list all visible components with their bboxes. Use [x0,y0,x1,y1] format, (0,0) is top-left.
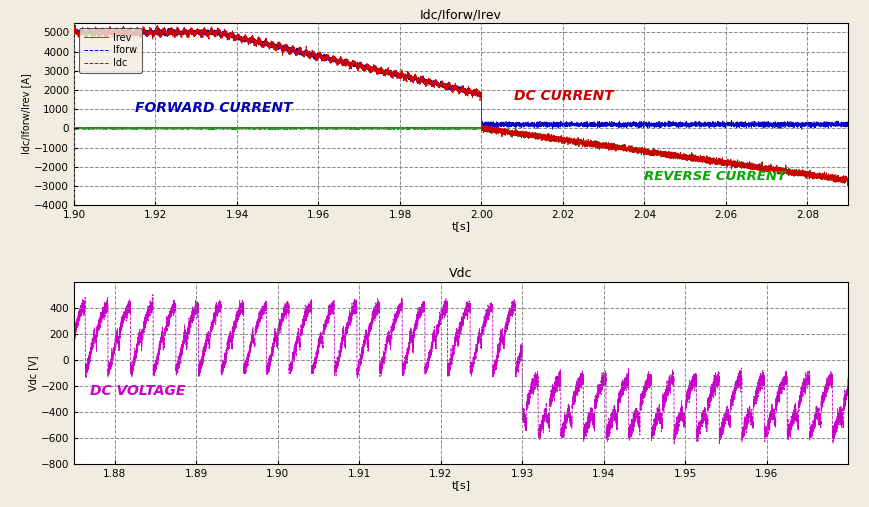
Irev [475,125,486,131]
Idc [539,132,549,138]
Legend: Irev, Iforw, Idc: Irev, Iforw, Idc [79,28,142,73]
Title: Vdc: Vdc [448,268,473,280]
Irev [842,177,852,183]
Idc [269,41,279,47]
Iforw [842,122,852,128]
Text: REVERSE CURRENT: REVERSE CURRENT [644,170,786,183]
Iforw [83,25,93,31]
Y-axis label: Idc/Iforw/Irev [A]: Idc/Iforw/Irev [A] [22,74,31,155]
Irev [539,133,549,139]
Idc [842,176,852,183]
Text: DC VOLTAGE: DC VOLTAGE [90,384,185,398]
Iforw [475,91,486,97]
Iforw [269,44,279,50]
Iforw [465,90,475,96]
Line: Iforw: Iforw [74,28,847,129]
Idc [841,182,852,188]
Line: Irev: Irev [74,126,847,184]
Iforw [109,30,120,37]
X-axis label: t[s]: t[s] [451,480,470,490]
Idc [70,22,81,28]
Idc [465,87,475,93]
Idc [475,89,486,95]
Iforw [547,126,557,132]
Title: Idc/Iforw/Irev: Idc/Iforw/Irev [420,9,501,22]
Irev [465,125,475,131]
X-axis label: t[s]: t[s] [451,222,470,231]
Irev [269,125,279,131]
Text: FORWARD CURRENT: FORWARD CURRENT [135,101,292,115]
Iforw [69,27,79,33]
Idc [69,30,79,36]
Idc [109,29,120,35]
Irev [841,181,852,187]
Iforw [539,121,549,127]
Y-axis label: Vdc [V]: Vdc [V] [28,355,38,390]
Line: Idc: Idc [74,25,847,185]
Irev [183,125,194,131]
Iforw [183,30,194,37]
Irev [480,123,490,129]
Irev [69,125,79,131]
Irev [109,125,120,131]
Text: DC CURRENT: DC CURRENT [514,89,614,102]
Idc [183,32,194,39]
